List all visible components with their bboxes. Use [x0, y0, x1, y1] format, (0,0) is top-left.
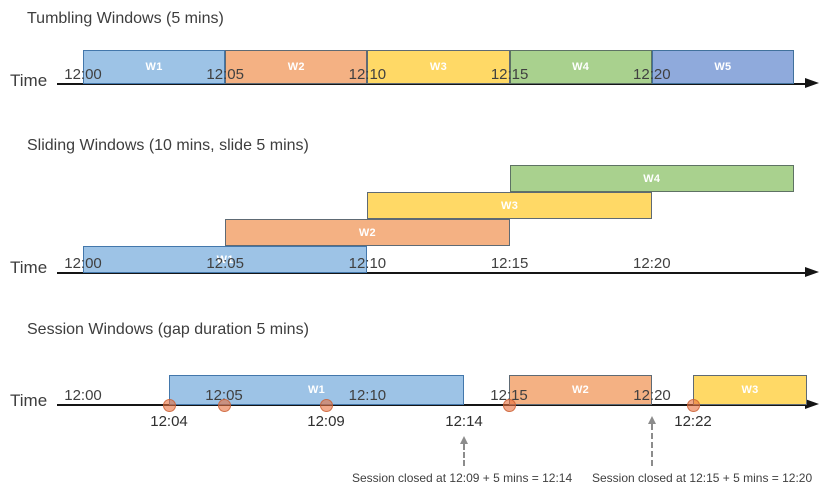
event-dot	[686, 398, 700, 412]
axis-tick-label: 12:05	[205, 387, 243, 404]
window-label: W3	[501, 199, 519, 212]
axis-tick-label: 12:10	[348, 255, 387, 272]
window-label: W4	[643, 172, 661, 185]
time-axis-line	[57, 404, 806, 406]
session-closed-annotation: Session closed at 12:09 + 5 mins = 12:14	[352, 471, 573, 485]
axis-tick-label: 12:15	[490, 387, 528, 404]
event-time-label: 12:04	[150, 413, 188, 430]
axis-tick-label: 12:15	[490, 66, 529, 83]
window-label: W3	[429, 61, 448, 73]
window-w3: W3	[367, 50, 510, 84]
window-label: W3	[741, 384, 759, 396]
axis-tick-label: 12:20	[633, 387, 671, 404]
event-dot	[162, 398, 176, 412]
window-w2: W2	[509, 375, 652, 405]
window-w3: W3	[367, 192, 652, 219]
annotation-arrow-stem	[463, 444, 465, 466]
time-axis-label: Time	[10, 391, 48, 410]
axis-tick-label: 12:00	[64, 255, 102, 272]
event-time-label: 12:22	[674, 413, 712, 430]
axis-tick-label: 12:10	[348, 66, 387, 83]
time-axis-line	[57, 83, 806, 85]
window-label: W1	[216, 253, 234, 266]
annotation-arrow-stem	[651, 424, 653, 466]
axis-tick-label: 12:05	[206, 255, 244, 272]
axis-tick-label: 12:10	[348, 387, 387, 404]
axis-tick-label: 12:00	[64, 387, 102, 404]
axis-tick-label: 12:20	[633, 66, 671, 83]
session-closed-annotation: Session closed at 12:15 + 5 mins = 12:20	[592, 471, 813, 485]
window-w2: W2	[225, 50, 368, 84]
window-w1: W1	[83, 50, 226, 84]
window-w4: W4	[509, 50, 652, 84]
window-w4: W4	[509, 165, 794, 192]
window-label: W1	[307, 384, 326, 396]
event-dot	[217, 398, 231, 412]
window-w5: W5	[651, 50, 794, 84]
window-label: W1	[145, 61, 163, 73]
annotation-arrow-up-icon	[648, 416, 656, 424]
window-label: W2	[287, 61, 305, 73]
event-dot	[502, 398, 516, 412]
axis-arrowhead-icon	[805, 267, 819, 277]
window-label: W2	[358, 226, 376, 239]
window-w3: W3	[693, 375, 807, 405]
axis-arrowhead-icon	[805, 399, 819, 409]
section-title: Session Windows (gap duration 5 mins)	[27, 321, 309, 338]
section-title: Sliding Windows (10 mins, slide 5 mins)	[27, 137, 309, 154]
event-time-label: 12:09	[307, 413, 345, 430]
axis-tick-label: 12:05	[206, 66, 244, 83]
axis-tick-label: 12:20	[633, 255, 671, 272]
window-label: W4	[572, 61, 590, 73]
axis-arrowhead-icon	[805, 78, 819, 88]
window-w1: W1	[83, 246, 368, 273]
axis-tick-label: 12:15	[490, 255, 529, 272]
window-label: W2	[571, 384, 590, 396]
time-axis-label: Time	[10, 71, 48, 90]
event-time-label: 12:14	[445, 413, 483, 430]
window-label: W5	[714, 61, 732, 73]
axis-tick-label: 12:00	[64, 66, 102, 83]
time-axis-line	[57, 272, 806, 274]
annotation-arrow-up-icon	[460, 436, 468, 444]
window-w1: W1	[169, 375, 464, 405]
section-title: Tumbling Windows (5 mins)	[27, 10, 224, 27]
window-w2: W2	[225, 219, 510, 246]
event-dot	[319, 398, 333, 412]
time-axis-label: Time	[10, 258, 48, 277]
